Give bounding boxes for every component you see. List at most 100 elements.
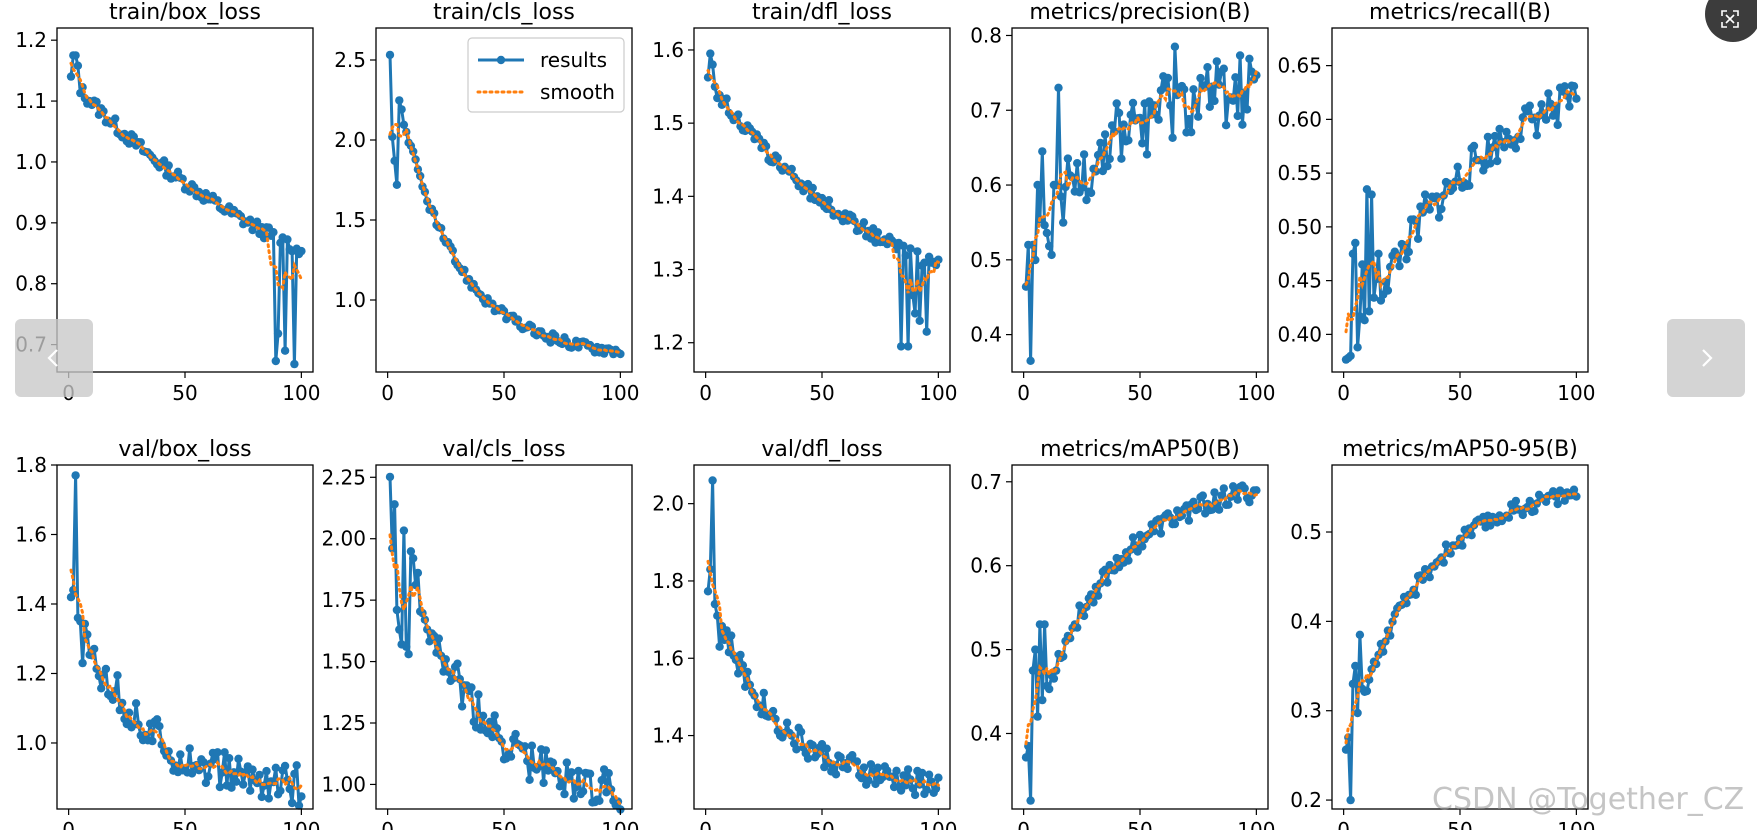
results-point xyxy=(922,785,931,794)
results-point xyxy=(903,765,913,774)
results-point xyxy=(232,777,241,786)
results-point xyxy=(1021,282,1031,291)
results-point xyxy=(1341,745,1351,754)
x-tick-label: 50 xyxy=(491,818,516,830)
results-point xyxy=(1184,114,1194,124)
y-tick-label: 0.55 xyxy=(1277,161,1322,185)
results-point xyxy=(1224,500,1233,509)
results-point xyxy=(1231,73,1240,82)
results-point xyxy=(901,251,910,260)
chart-panel: train/dfl_loss 0 50 100 1.2 1.3 1.4 1.5 1.6 xyxy=(652,0,957,405)
results-point xyxy=(1240,484,1249,493)
chart-title: val/box_loss xyxy=(118,437,251,462)
results-point xyxy=(1420,190,1430,199)
y-tick-label: 1.6 xyxy=(652,646,684,670)
results-point xyxy=(1413,234,1423,243)
results-point xyxy=(1031,255,1040,265)
results-point xyxy=(896,342,906,351)
results-point xyxy=(722,94,731,103)
results-point xyxy=(562,758,571,767)
results-point xyxy=(857,774,866,783)
legend-smooth-label: smooth xyxy=(540,80,615,104)
results-point xyxy=(1353,708,1362,718)
y-tick-label: 1.5 xyxy=(334,208,366,232)
y-tick-label: 0.4 xyxy=(1290,609,1322,633)
results-point xyxy=(1530,506,1539,516)
results-point xyxy=(1128,98,1138,108)
results-point xyxy=(808,741,817,750)
results-point xyxy=(822,744,831,753)
y-tick-label: 0.6 xyxy=(970,173,1002,197)
results-point xyxy=(1073,159,1082,168)
results-point xyxy=(1214,505,1224,514)
results-point xyxy=(1056,192,1066,201)
x-tick-label: 50 xyxy=(809,818,834,830)
results-point xyxy=(280,346,290,355)
prev-image-button[interactable] xyxy=(15,319,93,397)
axes-frame xyxy=(1011,464,1269,810)
results-point xyxy=(1537,100,1546,109)
results-point xyxy=(546,338,555,347)
results-point xyxy=(271,763,280,772)
chart-panel: val/dfl_loss 0 50 100 1.4 1.6 1.8 2.0 xyxy=(652,437,957,830)
x-tick-label: 100 xyxy=(1557,381,1595,405)
results-point xyxy=(490,711,499,720)
y-tick-label: 0.6 xyxy=(970,554,1002,578)
results-point xyxy=(276,786,285,795)
results-point xyxy=(1047,250,1056,260)
results-point xyxy=(910,309,920,318)
results-point xyxy=(115,705,125,715)
results-point xyxy=(287,798,297,808)
chart-panel: metrics/mAP50-95(B) 0 50 100 0.2 0.3 0.4 0.5 xyxy=(1290,437,1595,830)
results-point xyxy=(1511,144,1521,153)
results-point xyxy=(1063,154,1073,163)
results-point xyxy=(1495,124,1504,134)
chart-title: metrics/precision(B) xyxy=(1029,0,1250,25)
smooth-series-line xyxy=(69,568,303,791)
results-point xyxy=(1217,491,1226,500)
results-point xyxy=(1103,578,1112,587)
results-point xyxy=(395,96,404,105)
results-point xyxy=(541,746,551,755)
results-point xyxy=(1493,156,1502,166)
results-point xyxy=(1346,351,1355,361)
results-point xyxy=(262,766,271,776)
results-point xyxy=(1425,573,1434,582)
results-point xyxy=(1138,139,1147,148)
results-point xyxy=(273,329,283,338)
results-point xyxy=(548,758,558,767)
results-point xyxy=(1205,102,1215,112)
results-point xyxy=(385,472,395,482)
results-point xyxy=(1124,556,1133,565)
results-point xyxy=(185,744,194,753)
y-tick-label: 0.8 xyxy=(15,272,47,296)
smooth-series-line xyxy=(706,559,940,788)
results-point xyxy=(409,554,418,563)
y-tick-label: 2.25 xyxy=(321,465,366,489)
x-tick-label: 0 xyxy=(1017,818,1030,830)
results-point xyxy=(1532,131,1542,140)
results-point xyxy=(934,773,943,782)
results-point xyxy=(852,757,862,766)
results-point xyxy=(506,752,516,761)
results-point xyxy=(1434,213,1444,222)
results-point xyxy=(1525,101,1535,110)
results-point xyxy=(1114,108,1124,118)
results-point xyxy=(113,671,122,680)
chart-title: train/cls_loss xyxy=(433,0,575,25)
results-point xyxy=(402,642,411,651)
smooth-series-line xyxy=(1344,89,1578,334)
results-point xyxy=(1170,519,1180,529)
results-point xyxy=(1469,141,1479,151)
results-point xyxy=(1346,795,1355,805)
x-tick-label: 100 xyxy=(282,818,320,830)
y-tick-label: 1.8 xyxy=(15,453,47,477)
results-point xyxy=(1184,516,1194,525)
expand-button[interactable] xyxy=(1705,0,1757,42)
results-point xyxy=(1026,356,1035,365)
results-point xyxy=(176,750,185,759)
results-point xyxy=(148,736,157,746)
results-point xyxy=(1038,695,1047,705)
next-image-button[interactable] xyxy=(1667,319,1745,397)
results-point xyxy=(734,669,743,678)
